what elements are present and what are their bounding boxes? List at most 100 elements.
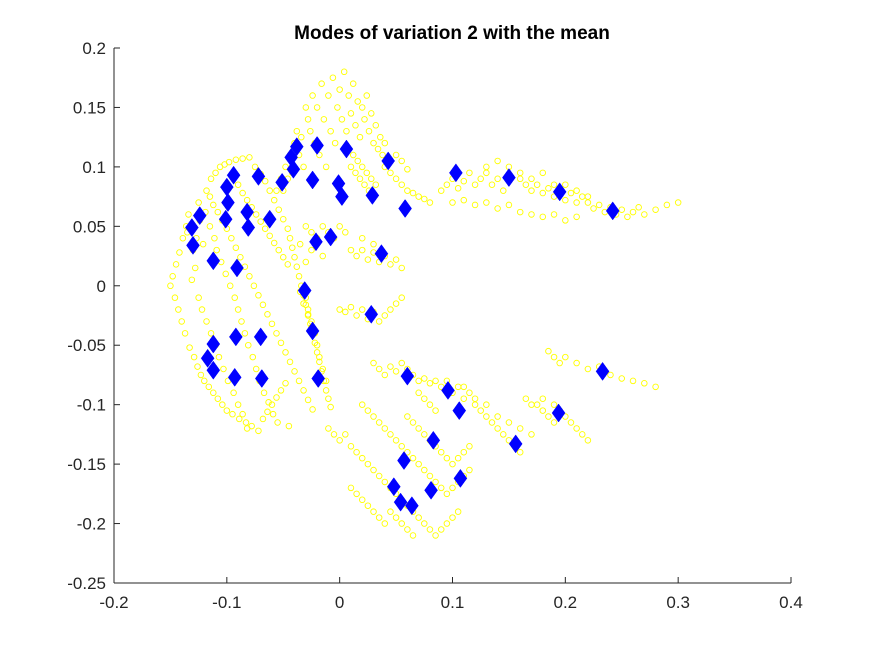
scatter-point bbox=[409, 532, 417, 539]
y-tick-label: 0.15 bbox=[73, 98, 106, 117]
scatter-point bbox=[277, 387, 285, 394]
scatter-points bbox=[167, 68, 682, 539]
scatter-point bbox=[252, 365, 260, 373]
scatter-point bbox=[316, 353, 323, 361]
scatter-point bbox=[334, 104, 341, 111]
mean-diamond-point bbox=[452, 401, 467, 421]
scatter-point bbox=[392, 514, 400, 521]
scatter-point bbox=[370, 139, 377, 147]
scatter-point bbox=[232, 156, 240, 164]
scatter-point bbox=[190, 353, 198, 361]
scatter-point bbox=[387, 508, 394, 515]
mean-diamond-point bbox=[393, 492, 408, 512]
scatter-point bbox=[336, 306, 343, 313]
scatter-point bbox=[545, 185, 552, 192]
scatter-point bbox=[500, 431, 507, 438]
scatter-point bbox=[264, 311, 271, 318]
scatter-point bbox=[286, 358, 294, 366]
mean-diamond-point bbox=[206, 334, 221, 354]
mean-diamond-point bbox=[192, 206, 207, 226]
scatter-point bbox=[370, 466, 377, 474]
scatter-point bbox=[392, 175, 400, 183]
scatter-point bbox=[584, 365, 592, 373]
scatter-point bbox=[336, 437, 343, 444]
scatter-point bbox=[212, 169, 219, 177]
scatter-point bbox=[206, 193, 214, 200]
mean-diamond-point bbox=[275, 172, 289, 192]
y-tick-label: -0.15 bbox=[67, 455, 106, 474]
scatter-point bbox=[358, 246, 366, 254]
scatter-point bbox=[223, 407, 231, 414]
scatter-point bbox=[370, 508, 377, 515]
scatter-point bbox=[398, 294, 405, 301]
scatter-point bbox=[347, 484, 355, 492]
scatter-point bbox=[579, 431, 586, 438]
scatter-point bbox=[325, 425, 332, 432]
scatter-point bbox=[415, 193, 422, 200]
scatter-point bbox=[365, 127, 373, 135]
scatter-point bbox=[505, 419, 513, 426]
scatter-point bbox=[375, 472, 383, 480]
scatter-point bbox=[169, 273, 176, 280]
mean-diamond-point bbox=[364, 304, 379, 324]
scatter-point bbox=[635, 204, 642, 211]
scatter-point bbox=[345, 92, 352, 99]
scatter-point bbox=[291, 253, 298, 261]
scatter-point bbox=[488, 181, 496, 188]
x-tick-label: -0.2 bbox=[99, 593, 128, 612]
scatter-point bbox=[245, 341, 252, 349]
scatter-point bbox=[347, 246, 355, 254]
scatter-point bbox=[280, 253, 287, 261]
scatter-point bbox=[273, 187, 280, 194]
scatter-point bbox=[381, 520, 389, 527]
mean-diamond-point bbox=[398, 199, 412, 218]
scatter-point bbox=[573, 359, 580, 367]
scatter-point bbox=[641, 380, 648, 387]
scatter-point bbox=[516, 208, 524, 216]
scatter-point bbox=[652, 383, 659, 391]
scatter-point bbox=[370, 359, 377, 367]
scatter-point bbox=[454, 454, 462, 462]
scatter-point bbox=[449, 460, 456, 468]
scatter-point bbox=[282, 349, 289, 356]
scatter-point bbox=[460, 177, 468, 185]
scatter-point bbox=[207, 175, 215, 183]
scatter-point bbox=[573, 213, 580, 221]
scatter-point bbox=[404, 526, 411, 533]
mean-diamond-point bbox=[186, 235, 200, 255]
scatter-point bbox=[210, 201, 217, 209]
scatter-point bbox=[309, 406, 316, 413]
scatter-point bbox=[259, 415, 267, 423]
scatter-point bbox=[277, 339, 285, 347]
scatter-point bbox=[449, 514, 456, 521]
y-tick-label: -0.05 bbox=[67, 336, 106, 355]
scatter-point bbox=[415, 377, 422, 385]
scatter-point bbox=[466, 169, 473, 177]
scatter-point bbox=[426, 526, 434, 533]
scatter-point bbox=[477, 175, 484, 183]
scatter-point bbox=[358, 234, 366, 242]
mean-diamond-point bbox=[381, 151, 395, 171]
scatter-point bbox=[375, 318, 383, 325]
scatter-point bbox=[282, 380, 289, 387]
scatter-point bbox=[347, 110, 355, 117]
scatter-point bbox=[522, 181, 530, 188]
scatter-point bbox=[232, 244, 240, 251]
scatter-point bbox=[347, 443, 355, 450]
mean-diamond-point bbox=[405, 496, 419, 516]
mean-diamond-point bbox=[365, 185, 380, 205]
y-tick-label: -0.25 bbox=[67, 574, 106, 593]
scatter-point bbox=[270, 196, 278, 204]
scatter-point bbox=[195, 199, 202, 206]
scatter-point bbox=[562, 196, 569, 204]
scatter-point bbox=[282, 163, 289, 171]
scatter-point bbox=[219, 401, 226, 408]
scatter-point bbox=[607, 371, 614, 379]
scatter-point bbox=[172, 261, 180, 268]
scatter-point bbox=[466, 389, 473, 397]
scatter-point bbox=[214, 395, 222, 402]
mean-diamond-point bbox=[206, 251, 221, 271]
scatter-point bbox=[494, 413, 501, 420]
scatter-point bbox=[533, 401, 541, 408]
scatter-point bbox=[226, 282, 234, 290]
